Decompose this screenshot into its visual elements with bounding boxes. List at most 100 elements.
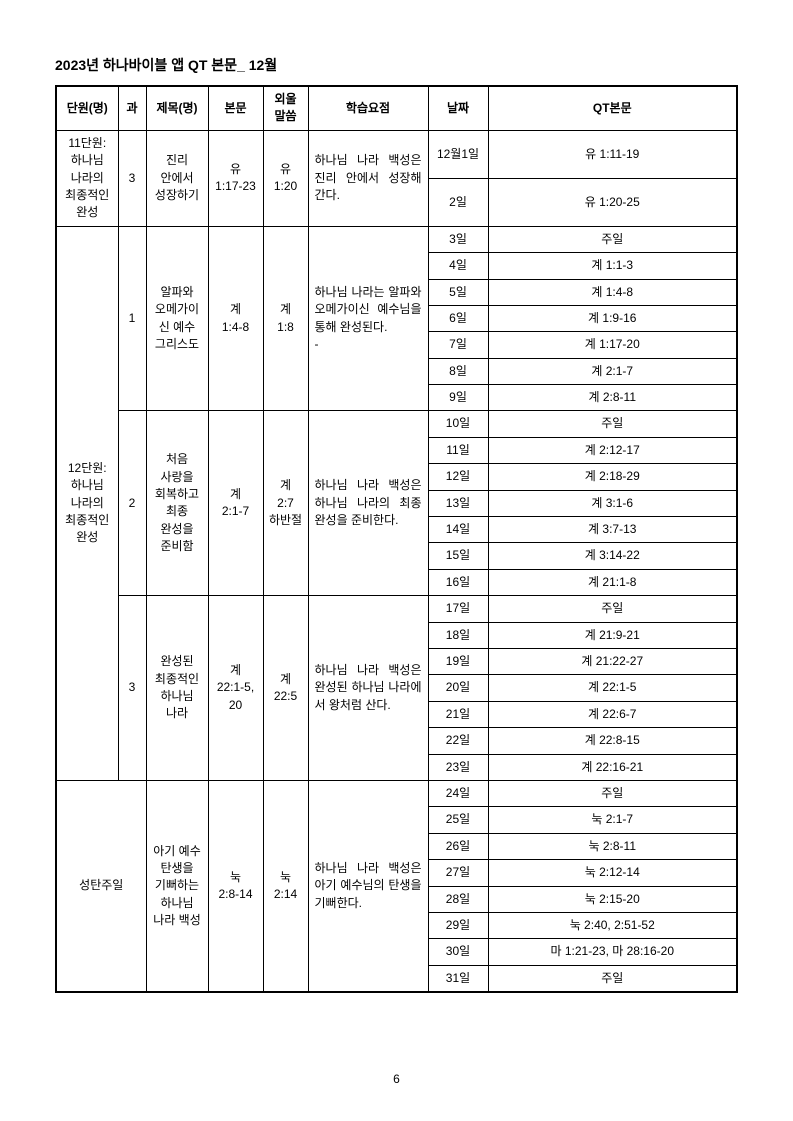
cell-date: 23일 [428,754,488,780]
cell-date: 3일 [428,226,488,252]
cell-text: 계 22:1-5, 20 [208,596,263,781]
doc-title: 2023년 하나바이블 앱 QT 본문_ 12월 [55,55,738,75]
cell-qt: 마 1:21-23, 마 28:16-20 [488,939,737,965]
table-header-row: 단원(명) 과 제목(명) 본문 외울 말씀 학습요점 날짜 QT본문 [56,86,737,130]
cell-qt: 주일 [488,226,737,252]
cell-date: 13일 [428,490,488,516]
table-row: 3완성된 최종적인 하나님 나라계 22:1-5, 20계 22:5하나님 나라… [56,596,737,622]
cell-qt: 계 21:22-27 [488,648,737,674]
table-body: 11단원: 하나님 나라의 최종적인 완성3진리 안에서 성장하기유 1:17-… [56,130,737,992]
cell-qt: 유 1:11-19 [488,130,737,178]
cell-qt: 눅 2:8-11 [488,833,737,859]
table-row: 2처음 사랑을 회복하고 최종 완성을 준비함계 2:1-7계 2:7 하반절하… [56,411,737,437]
cell-gwa: 2 [118,411,146,596]
cell-qt: 계 21:1-8 [488,569,737,595]
cell-date: 28일 [428,886,488,912]
page-number: 6 [0,1072,793,1086]
cell-qt: 눅 2:1-7 [488,807,737,833]
cell-date: 20일 [428,675,488,701]
cell-date: 12일 [428,464,488,490]
cell-qt: 계 21:9-21 [488,622,737,648]
cell-qt: 주일 [488,965,737,992]
cell-date: 2일 [428,178,488,226]
th-memory: 외울 말씀 [263,86,308,130]
cell-date: 8일 [428,358,488,384]
cell-qt: 계 22:16-21 [488,754,737,780]
cell-date: 11일 [428,437,488,463]
cell-text: 유 1:17-23 [208,130,263,226]
cell-date: 18일 [428,622,488,648]
cell-date: 16일 [428,569,488,595]
cell-qt: 계 22:1-5 [488,675,737,701]
cell-gwa: 3 [118,130,146,226]
cell-qt: 계 3:7-13 [488,517,737,543]
table-row: 12단원: 하나님 나라의 최종적인 완성1알파와 오메가이 신 예수 그리스도… [56,226,737,252]
cell-lesson-title: 아기 예수 탄생을 기뻐하는 하나님 나라 백성 [146,780,208,992]
cell-qt: 주일 [488,411,737,437]
cell-qt: 계 2:18-29 [488,464,737,490]
cell-memory: 유 1:20 [263,130,308,226]
cell-date: 9일 [428,385,488,411]
cell-qt: 계 2:12-17 [488,437,737,463]
cell-date: 17일 [428,596,488,622]
cell-lesson-title: 완성된 최종적인 하나님 나라 [146,596,208,781]
cell-memory: 계 2:7 하반절 [263,411,308,596]
cell-date: 26일 [428,833,488,859]
th-qt: QT본문 [488,86,737,130]
cell-text: 눅 2:8-14 [208,780,263,992]
cell-memory: 눅 2:14 [263,780,308,992]
cell-qt: 계 22:8-15 [488,728,737,754]
cell-qt: 계 3:1-6 [488,490,737,516]
cell-lesson-title: 처음 사랑을 회복하고 최종 완성을 준비함 [146,411,208,596]
cell-date: 19일 [428,648,488,674]
cell-date: 15일 [428,543,488,569]
cell-gwa: 3 [118,596,146,781]
cell-date: 21일 [428,701,488,727]
cell-date: 7일 [428,332,488,358]
cell-unit: 12단원: 하나님 나라의 최종적인 완성 [56,226,118,780]
cell-text: 계 1:4-8 [208,226,263,411]
table-row: 11단원: 하나님 나라의 최종적인 완성3진리 안에서 성장하기유 1:17-… [56,130,737,178]
cell-point: 하나님 나라 백성은 아기 예수님의 탄생을 기뻐한다. [308,780,428,992]
cell-qt: 계 22:6-7 [488,701,737,727]
cell-qt: 계 1:9-16 [488,305,737,331]
cell-qt: 유 1:20-25 [488,178,737,226]
qt-schedule-table: 단원(명) 과 제목(명) 본문 외울 말씀 학습요점 날짜 QT본문 11단원… [55,85,738,993]
cell-qt: 계 1:17-20 [488,332,737,358]
cell-date: 24일 [428,780,488,806]
cell-qt: 계 1:1-3 [488,253,737,279]
cell-date: 10일 [428,411,488,437]
th-gwa: 과 [118,86,146,130]
cell-date: 31일 [428,965,488,992]
cell-date: 29일 [428,912,488,938]
cell-memory: 계 22:5 [263,596,308,781]
cell-memory: 계 1:8 [263,226,308,411]
cell-point: 하나님 나라 백성은 완성된 하나님 나라에서 왕처럼 산다. [308,596,428,781]
cell-lesson-title: 알파와 오메가이 신 예수 그리스도 [146,226,208,411]
cell-qt: 계 2:1-7 [488,358,737,384]
cell-date: 12월1일 [428,130,488,178]
cell-date: 6일 [428,305,488,331]
cell-point: 하나님 나라는 알파와 오메가이신 예수님을 통해 완성된다. - [308,226,428,411]
cell-date: 25일 [428,807,488,833]
cell-qt: 계 1:4-8 [488,279,737,305]
table-row: 성탄주일아기 예수 탄생을 기뻐하는 하나님 나라 백성눅 2:8-14눅 2:… [56,780,737,806]
cell-date: 14일 [428,517,488,543]
cell-unit: 성탄주일 [56,780,146,992]
cell-date: 5일 [428,279,488,305]
cell-qt: 눅 2:40, 2:51-52 [488,912,737,938]
cell-date: 30일 [428,939,488,965]
cell-qt: 주일 [488,596,737,622]
cell-gwa: 1 [118,226,146,411]
cell-qt: 눅 2:12-14 [488,860,737,886]
cell-point: 하나님 나라 백성은 하나님 나라의 최종 완성을 준비한다. [308,411,428,596]
cell-date: 27일 [428,860,488,886]
cell-date: 22일 [428,728,488,754]
th-text: 본문 [208,86,263,130]
th-unit: 단원(명) [56,86,118,130]
cell-lesson-title: 진리 안에서 성장하기 [146,130,208,226]
th-point: 학습요점 [308,86,428,130]
cell-qt: 계 3:14-22 [488,543,737,569]
cell-qt: 눅 2:15-20 [488,886,737,912]
cell-qt: 계 2:8-11 [488,385,737,411]
